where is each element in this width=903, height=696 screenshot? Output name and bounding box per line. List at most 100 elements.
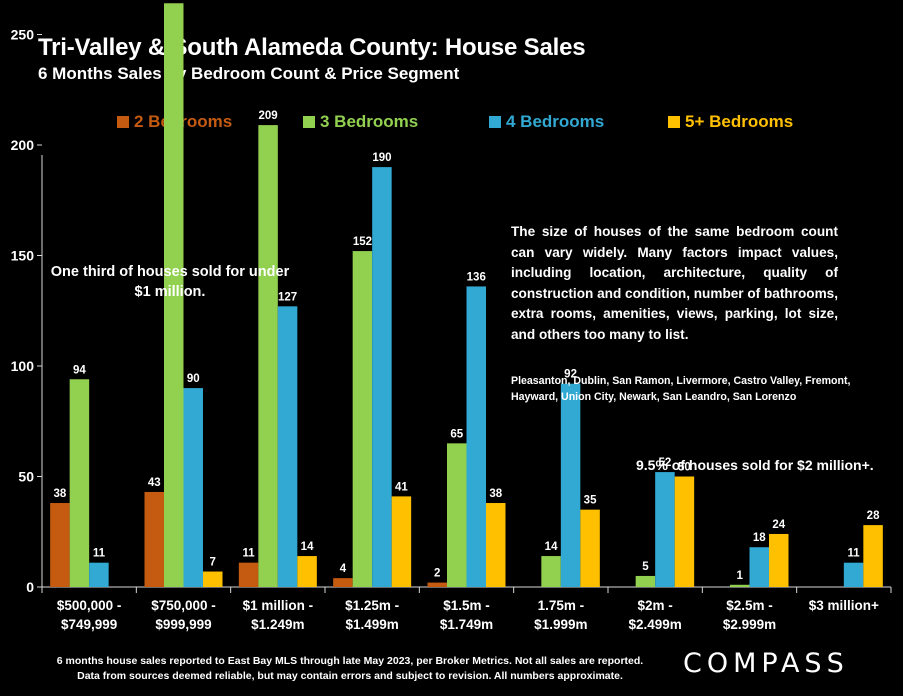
x-tick-label: $2.999m (723, 617, 776, 632)
y-tick-label: 100 (11, 358, 35, 374)
chart-subtitle: 6 Months Sales by Bedroom Count & Price … (38, 64, 460, 83)
bar-2-bedrooms-1 (144, 491, 164, 587)
data-label: 209 (258, 110, 277, 122)
data-label: 14 (545, 541, 558, 553)
x-tick-label: $1.499m (346, 617, 399, 632)
data-label: 14 (301, 541, 314, 553)
x-tick-label: $1.249m (251, 617, 304, 632)
x-tick-label: $999,999 (155, 617, 211, 632)
bar-4-bedrooms-1 (183, 388, 203, 587)
legend-swatch-4-bedrooms (489, 116, 501, 128)
x-tick-label: $1.25m - (345, 598, 399, 613)
bar-4-bedrooms-2 (277, 306, 298, 587)
bar-4-bedrooms-0 (89, 562, 109, 587)
compass-logo: COMPASS (683, 648, 849, 679)
x-tick-label: $1 million - (243, 598, 314, 613)
note-one-third: One third of houses sold for under $1 mi… (50, 264, 290, 300)
footer-line-2: Data from sources deemed reliable, but m… (77, 670, 623, 682)
legend: 2 Bedrooms 3 Bedrooms 4 Bedrooms 5+ Bedr… (0, 112, 903, 134)
bar-5-bedrooms-1 (203, 571, 223, 587)
bar-5-bedrooms-2 (297, 556, 317, 587)
legend-label-5-bedrooms: 5+ Bedrooms (685, 112, 794, 131)
x-tick-label: $1.999m (534, 617, 587, 632)
bar-5-bedrooms-5 (580, 509, 600, 587)
data-label: 127 (278, 291, 297, 303)
data-label: 50 (678, 462, 691, 474)
data-label: 28 (867, 510, 880, 522)
y-tick-label: 50 (18, 469, 34, 485)
data-label: 35 (584, 495, 597, 507)
data-label: 24 (772, 519, 785, 531)
bar-4-bedrooms-7 (749, 547, 769, 587)
x-tick-label: $2.499m (629, 617, 682, 632)
data-label: 11 (242, 548, 255, 560)
legend-label-4-bedrooms: 4 Bedrooms (506, 112, 605, 131)
bar-5-bedrooms-4 (486, 503, 506, 587)
data-label: 190 (372, 152, 391, 164)
data-label: 43 (148, 477, 161, 489)
x-tick-label: $2.5m - (726, 598, 773, 613)
bar-3-bedrooms-0 (69, 379, 90, 587)
bar-3-bedrooms-3 (352, 251, 373, 587)
data-label: 38 (489, 488, 502, 500)
x-tick-label: 1.75m - (538, 598, 585, 613)
legend-swatch-3-bedrooms (303, 116, 315, 128)
legend-swatch-2-bedrooms (117, 116, 129, 128)
x-tick-label: $2m - (638, 598, 673, 613)
data-label: 1 (737, 570, 744, 582)
data-label: 94 (73, 364, 86, 376)
x-tick-label: $500,000 - (57, 598, 122, 613)
data-label: 65 (450, 428, 463, 440)
data-label: 90 (187, 373, 200, 385)
footer-line-1: 6 months house sales reported to East Ba… (56, 655, 644, 667)
x-tick-label: $3 million+ (809, 598, 879, 613)
data-label: 4 (340, 563, 347, 575)
bar-5-bedrooms-7 (769, 533, 789, 587)
y-tick-label: 150 (11, 248, 35, 264)
legend-item-3-bedrooms: 3 Bedrooms (303, 112, 418, 132)
bar-4-bedrooms-6 (655, 472, 675, 587)
legend-swatch-5-bedrooms (668, 116, 680, 128)
data-label: 136 (467, 271, 486, 283)
bar-3-bedrooms-1 (164, 0, 184, 587)
bar-4-bedrooms-3 (372, 167, 392, 587)
bar-2-bedrooms-4 (427, 582, 447, 587)
bar-3-bedrooms-2 (258, 125, 278, 588)
data-label: 2 (434, 568, 440, 580)
data-label: 152 (353, 236, 372, 248)
chart-title: Tri-Valley & South Alameda County: House… (38, 34, 586, 61)
data-label: 38 (54, 488, 67, 500)
note-two-million: 9.5% of houses sold for $2 million+. (636, 457, 874, 473)
data-label: 52 (659, 457, 672, 469)
data-label: 5 (642, 561, 649, 573)
y-tick-label: 200 (11, 137, 35, 153)
note-size-variation: The size of houses of the same bedroom c… (511, 224, 839, 342)
bar-5-bedrooms-6 (674, 476, 695, 587)
data-label: 7 (210, 557, 216, 569)
legend-label-3-bedrooms: 3 Bedrooms (320, 112, 419, 131)
bar-5-bedrooms-3 (391, 496, 412, 587)
note-cities: Pleasanton, Dublin, San Ramon, Livermore… (511, 375, 851, 403)
data-label: 11 (93, 548, 106, 560)
bar-3-bedrooms-7 (730, 584, 750, 587)
legend-item-4-bedrooms: 4 Bedrooms (489, 112, 604, 132)
bar-4-bedrooms-8 (843, 562, 864, 587)
bar-2-bedrooms-3 (333, 578, 353, 587)
bar-3-bedrooms-4 (447, 443, 467, 587)
y-tick-label: 250 (11, 27, 35, 43)
legend-item-5-bedrooms: 5+ Bedrooms (668, 112, 793, 132)
bar-3-bedrooms-5 (541, 556, 561, 587)
data-label: 41 (395, 481, 408, 493)
footer-note: 6 months house sales reported to East Ba… (0, 654, 700, 684)
bar-2-bedrooms-2 (238, 562, 259, 587)
bar-2-bedrooms-0 (50, 503, 70, 587)
x-tick-label: $750,000 - (151, 598, 216, 613)
x-tick-label: $749,999 (61, 617, 117, 632)
bar-4-bedrooms-4 (466, 286, 486, 587)
bar-3-bedrooms-6 (635, 575, 656, 587)
data-label: 18 (753, 532, 766, 544)
x-tick-label: $1.5m - (443, 598, 490, 613)
y-tick-label: 0 (26, 579, 34, 595)
axis-break-gap (163, 0, 185, 4)
